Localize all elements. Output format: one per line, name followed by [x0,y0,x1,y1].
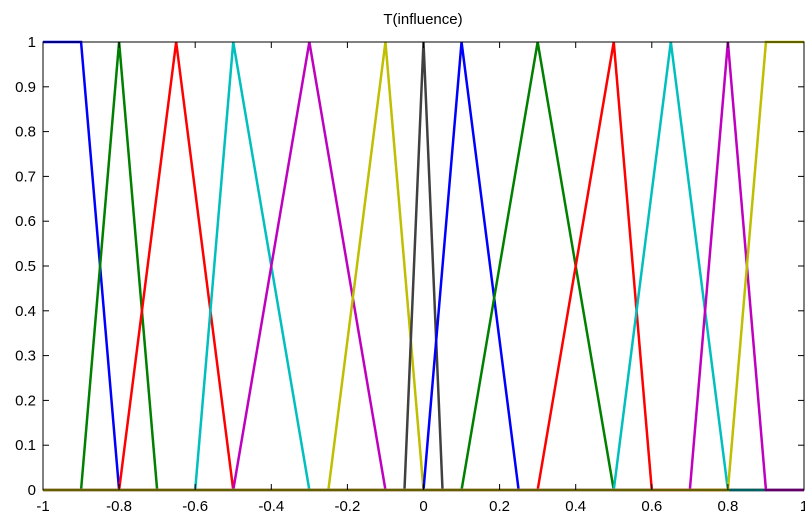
x-tick-label: -0.8 [106,498,132,515]
x-tick-label: 0.4 [565,498,586,515]
x-tick-label: 0 [419,498,427,515]
x-tick-label: -0.4 [258,498,284,515]
y-tick-label: 0.9 [15,79,36,96]
y-tick-label: 1 [28,34,36,51]
x-tick-label: 0.2 [489,498,510,515]
plot-area [43,42,804,490]
y-tick-label: 0.8 [15,124,36,141]
y-tick-label: 0.6 [15,213,36,230]
y-tick-label: 0.4 [15,303,36,320]
x-tick-label: 1 [800,498,805,515]
x-tick-label: 0.6 [641,498,662,515]
x-tick-label: 0.8 [717,498,738,515]
chart-title: T(influence) [383,11,462,28]
y-tick-label: 0.5 [15,258,36,275]
y-tick-label: 0.7 [15,168,36,185]
y-tick-label: 0.1 [15,437,36,454]
x-tick-label: -0.6 [182,498,208,515]
y-tick-label: 0.3 [15,348,36,365]
x-tick-label: -1 [36,498,49,515]
x-tick-label: -0.2 [334,498,360,515]
ticks-layer: -1 -0.8 -0.6 -0.4 -0.2 0 0.2 0.4 0.6 0.8 1 0 0.1 0.2 0… [15,34,805,515]
y-tick-label: 0 [28,482,36,499]
y-tick-label: 0.2 [15,392,36,409]
